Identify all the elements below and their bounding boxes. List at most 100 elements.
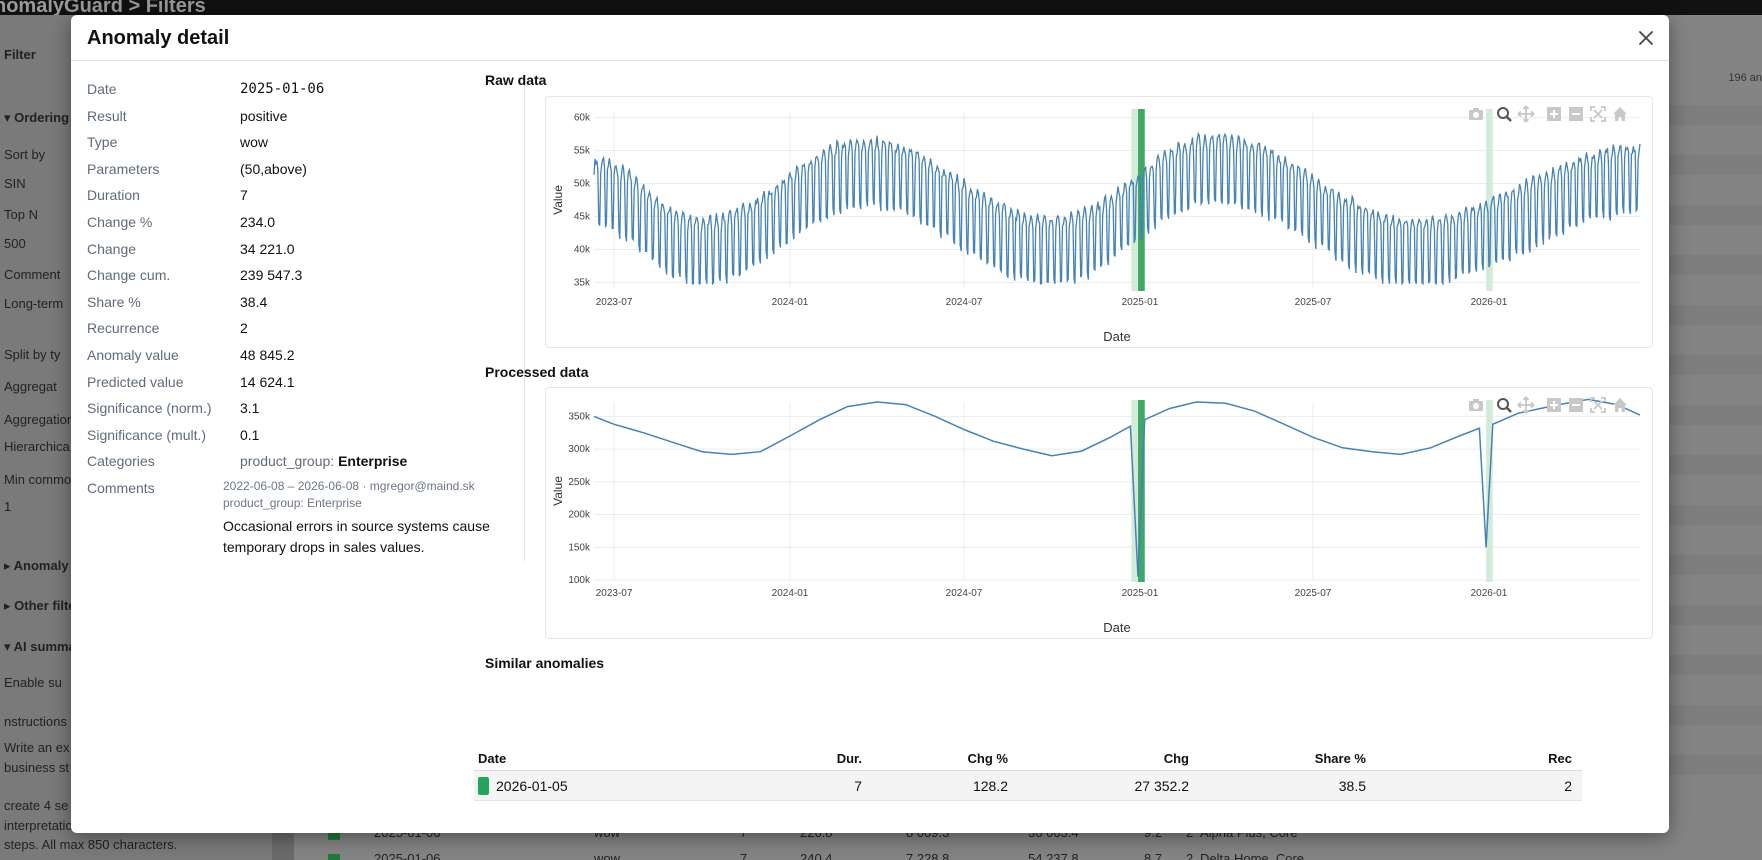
zoom-in-icon[interactable]: [1544, 104, 1564, 124]
detail-value: 234.0: [240, 214, 276, 230]
pan-arrows: [1517, 396, 1535, 414]
camera-icon[interactable]: [1466, 395, 1486, 415]
autoscale-icon-glyph: [1590, 397, 1606, 413]
comments-block: 2022-06-08 – 2026-06-08 · mgregor@maind.…: [223, 478, 513, 558]
detail-row: Recurrence 2: [87, 316, 523, 343]
table-cell: 7: [854, 778, 862, 794]
column-header[interactable]: Dur.: [836, 751, 862, 766]
detail-row-comments: Comments: [87, 476, 237, 503]
sidebar-item: Long-term: [4, 296, 64, 311]
camera-icon-glyph: [1469, 399, 1483, 411]
column-header[interactable]: Date: [478, 751, 507, 766]
autoscale-icon[interactable]: [1588, 104, 1608, 124]
autoscale-icon-glyph: [1590, 106, 1606, 122]
home-shape: [1613, 107, 1627, 121]
column-header[interactable]: Rec: [1548, 751, 1572, 766]
zoom-out-icon[interactable]: [1566, 395, 1586, 415]
pan-icon-glyph: [1517, 396, 1535, 414]
detail-row: Parameters (50,above): [87, 157, 523, 184]
x-tick-label: 2024-01: [772, 588, 809, 599]
detail-label: Recurrence: [87, 320, 160, 337]
result-count: 196 an: [1728, 72, 1762, 84]
detail-value: 2025-01-06: [240, 81, 325, 97]
detail-label: Type: [87, 134, 118, 151]
chart-svg[interactable]: 2023-07 2024-01 2024-07 2025-01 2025-07 2026-…: [546, 388, 1654, 638]
result-indicator: [478, 777, 489, 795]
sidebar-item: ▾ AI summa: [4, 639, 76, 654]
zoom-in-icon[interactable]: [1544, 395, 1564, 415]
similar-anomalies-title: Similar anomalies: [485, 655, 605, 671]
sidebar-item: Top N: [4, 207, 38, 222]
detail-value: 0.1: [240, 426, 260, 443]
x-tick-label: 2024-01: [772, 297, 809, 308]
sidebar-item: 1: [4, 499, 12, 514]
comment-meta: 2022-06-08 – 2026-06-08 · mgregor@maind.…: [223, 479, 475, 493]
zoom-handle: [1505, 115, 1512, 122]
table-row[interactable]: 2025-01-06 wow 7 240.4 7 228.8 54 237.8 8.7 2 De…: [294, 846, 1762, 860]
zoom-in-icon-glyph: [1547, 107, 1561, 121]
zoom-icon[interactable]: [1494, 395, 1514, 415]
pan-arrows: [1517, 105, 1535, 123]
y-axis-title: Value: [551, 476, 565, 506]
home-icon[interactable]: [1610, 395, 1630, 415]
autoscale-icon[interactable]: [1588, 395, 1608, 415]
category-value: product_group: Enterprise: [240, 453, 407, 469]
y-tick-label: 60k: [574, 113, 591, 124]
chart-svg[interactable]: 2023-07 2024-01 2024-07 2025-01 2025-07 2026-…: [546, 97, 1654, 347]
sidebar-item: Sort by: [4, 147, 46, 162]
camera-top: [1473, 399, 1479, 402]
detail-row: Significance (mult.) 0.1: [87, 423, 523, 450]
y-tick-label: 350k: [568, 411, 591, 422]
raw-data-chart[interactable]: 2023-07 2024-01 2024-07 2025-01 2025-07 2026-…: [545, 96, 1653, 348]
zoom-icon[interactable]: [1494, 104, 1514, 124]
series-line: [593, 131, 1641, 286]
y-tick-label: 55k: [574, 146, 591, 157]
autoscale-shape: [1590, 106, 1606, 122]
detail-value: 7: [240, 187, 248, 204]
table-row[interactable]: 2026-01-05 7 128.2 27 352.2 38.5 2: [474, 771, 1582, 801]
plus-sign: [1550, 401, 1558, 409]
detail-value: positive: [240, 107, 288, 124]
close-button[interactable]: [1633, 25, 1659, 51]
x-axis-title: Date: [1103, 620, 1130, 635]
comment-category: product_group: Enterprise: [223, 496, 362, 510]
anomaly-detail-modal: Anomaly detail 2022-06-08 – 2026-06-08 ·…: [71, 15, 1669, 833]
detail-row: Change cum. 239 547.3: [87, 263, 523, 290]
x-tick-label: 2025-07: [1295, 297, 1332, 308]
processed-data-chart[interactable]: 2023-07 2024-01 2024-07 2025-01 2025-07 2026-…: [545, 387, 1653, 639]
sidebar-item: Write an ex: [4, 740, 70, 755]
app-topbar: nomalyGuard > Filters: [0, 0, 1762, 17]
zoom-out-icon-glyph: [1569, 398, 1583, 412]
sidebar-item: create 4 se: [4, 798, 69, 813]
detail-value: 14 624.1: [240, 373, 295, 390]
detail-row: Change % 234.0: [87, 210, 523, 237]
result-indicator: [328, 854, 340, 860]
detail-row: Duration 7: [87, 183, 523, 210]
detail-value: 38.4: [240, 293, 268, 310]
column-header[interactable]: Share %: [1314, 751, 1366, 766]
camera-icon[interactable]: [1466, 104, 1486, 124]
category-key: product_group:: [240, 453, 339, 470]
series-line: [593, 398, 1641, 577]
detail-label: Change: [87, 240, 137, 257]
sidebar-item: Hierarchica: [4, 439, 70, 454]
pan-icon[interactable]: [1516, 104, 1536, 124]
detail-label: Share %: [87, 293, 141, 310]
detail-label: Anomaly value: [87, 347, 179, 363]
zoom-in-icon-glyph: [1547, 398, 1561, 412]
zoom-out-icon[interactable]: [1566, 104, 1586, 124]
column-header[interactable]: Chg: [1163, 751, 1189, 766]
table-cell: 2026-01-05: [496, 778, 568, 794]
y-axis-title: Value: [551, 185, 565, 215]
column-header[interactable]: Chg %: [967, 751, 1008, 766]
x-axis-title: Date: [1103, 329, 1130, 344]
modal-header: Anomaly detail: [71, 15, 1669, 61]
table-cell: 38.5: [1338, 778, 1366, 794]
divider: [524, 77, 525, 561]
detail-label: Result: [87, 107, 127, 124]
home-icon[interactable]: [1610, 104, 1630, 124]
table-cell: 2025-01-06: [374, 851, 441, 860]
sidebar-item: steps. All max 850 characters.: [4, 837, 178, 852]
zoom-lens: [1497, 107, 1509, 119]
pan-icon[interactable]: [1516, 395, 1536, 415]
